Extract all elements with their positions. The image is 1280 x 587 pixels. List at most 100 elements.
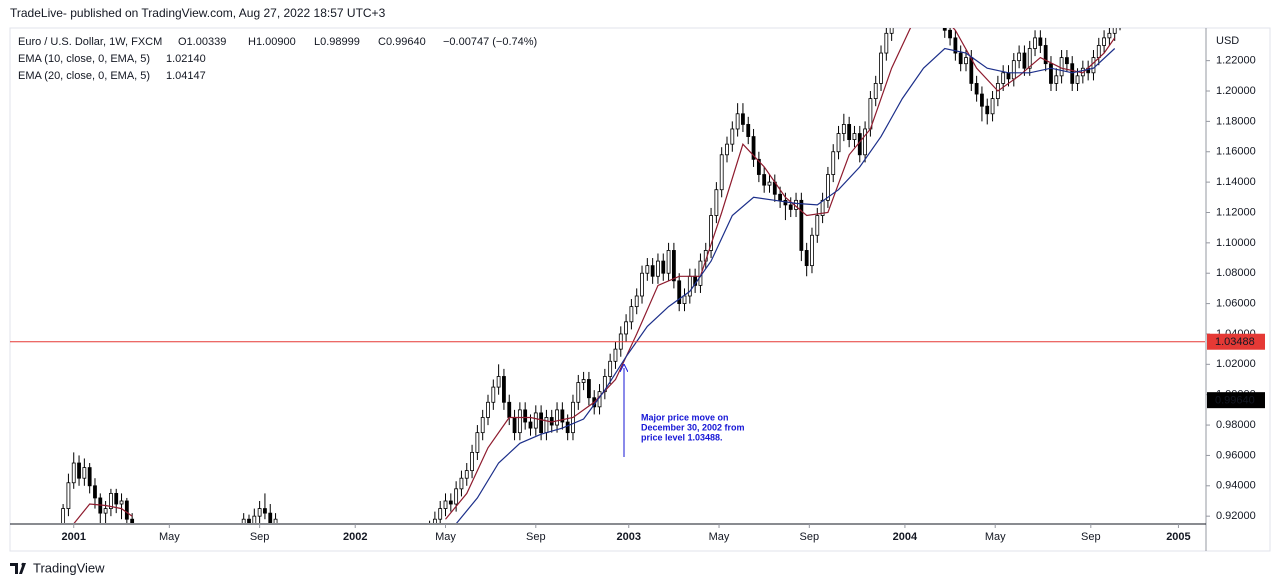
candle-body: [1006, 72, 1011, 80]
ohlc-close: C0.99640: [378, 36, 426, 48]
candle-body: [863, 128, 867, 156]
candle-body: [1022, 52, 1027, 69]
candle-body: [459, 477, 464, 490]
panel-border: [9, 27, 1271, 552]
legend-ema10-value: 1.02140: [166, 53, 206, 65]
candle-body: [1038, 37, 1043, 46]
candle-body: [130, 518, 135, 523]
candle-body: [1096, 45, 1101, 59]
candle-body: [555, 409, 559, 426]
candle-body: [756, 158, 761, 175]
candle-body: [799, 199, 804, 251]
candle-body: [539, 412, 544, 434]
candle-body: [889, 28, 894, 34]
candle-body: [544, 417, 549, 434]
candle-body: [1107, 32, 1112, 39]
plot-area: [10, 28, 1205, 523]
candle-body: [1102, 37, 1106, 46]
candle-body: [953, 37, 958, 54]
candle-body: [87, 467, 92, 487]
last-price-box: [1207, 392, 1265, 409]
candle-body: [1001, 72, 1006, 84]
candle-body: [486, 401, 490, 418]
y-tick-label: 1.06000: [1216, 297, 1256, 309]
candle-body: [826, 174, 830, 201]
candle-body: [528, 421, 533, 429]
hline-price-label: 1.03488: [1215, 336, 1255, 348]
candle-body: [1011, 60, 1016, 80]
annotation-line: price level 1.03488.: [641, 432, 723, 442]
legend-ema20-value: 1.04147: [166, 70, 206, 82]
candle-body: [687, 275, 692, 297]
hline-price-box: [1207, 333, 1265, 350]
y-tick-label: 0.92000: [1216, 510, 1256, 522]
ema-line: [445, 28, 1116, 520]
candle-body: [517, 409, 522, 434]
candle-body: [656, 260, 660, 277]
candle-body: [730, 128, 735, 145]
candle-body: [985, 105, 990, 115]
candle-body: [677, 280, 682, 304]
candle-body: [942, 28, 947, 31]
candle-body: [119, 500, 124, 505]
candle-body: [815, 215, 820, 236]
last-price-label: 0.99640: [1215, 395, 1255, 407]
candle-body: [66, 482, 71, 509]
candle-body: [443, 500, 448, 509]
candle-body: [576, 382, 581, 403]
candle-body: [470, 451, 474, 472]
candle-body: [1065, 57, 1069, 65]
candle-body: [1070, 63, 1075, 84]
candle-body: [273, 518, 278, 523]
symbol: Euro / U.S. Dollar, 1W, FXCM: [18, 36, 162, 48]
candle-body: [71, 462, 76, 484]
candle-body: [1054, 75, 1059, 84]
candle-body: [61, 508, 66, 523]
annotation-line: Major price move on: [641, 412, 729, 422]
candle-body: [560, 409, 565, 423]
candle-body: [666, 250, 671, 274]
candle-body: [974, 83, 979, 95]
candle-body: [852, 133, 857, 141]
candle-body: [247, 518, 251, 523]
x-tick-label: Sep: [526, 531, 546, 543]
candle-body: [879, 52, 883, 84]
candle-body: [884, 32, 889, 54]
candle-body: [778, 193, 783, 201]
candle-body: [1033, 37, 1037, 49]
candle-body: [109, 492, 113, 509]
logo: [10, 562, 26, 574]
x-tick-label: May: [435, 531, 456, 543]
candle-body: [1043, 45, 1048, 65]
candle-body: [624, 321, 628, 335]
candle-body: [671, 250, 676, 282]
ohlc-low: L0.98999: [314, 36, 360, 48]
candle-body: [507, 401, 512, 418]
candle-body: [581, 379, 586, 383]
legend-ema20: EMA (20, close, 0, EMA, 5): [18, 70, 150, 82]
candle-body: [241, 518, 246, 523]
candle-body: [873, 83, 878, 100]
candle-body: [448, 500, 453, 505]
ohlc-high: H1.00900: [248, 36, 296, 48]
ohlc-open: O1.00339: [178, 36, 226, 48]
candle-body: [714, 189, 719, 216]
candle-body: [762, 174, 767, 186]
candle-body: [1075, 75, 1080, 84]
y-tick-label: 1.02000: [1216, 358, 1256, 370]
y-tick-label: 0.96000: [1216, 449, 1256, 461]
candle-body: [640, 272, 644, 297]
candle-body: [857, 133, 862, 156]
y-tick-label: 1.18000: [1216, 115, 1256, 127]
candle-body: [438, 508, 443, 520]
candle-body: [608, 360, 613, 377]
y-tick-label: 1.20000: [1216, 85, 1256, 97]
candle-body: [496, 376, 501, 388]
candle-body: [82, 467, 87, 479]
candle-body: [432, 518, 437, 523]
candle-body: [263, 508, 267, 514]
candle-body: [719, 154, 724, 191]
x-tick-label: 2001: [61, 531, 85, 543]
